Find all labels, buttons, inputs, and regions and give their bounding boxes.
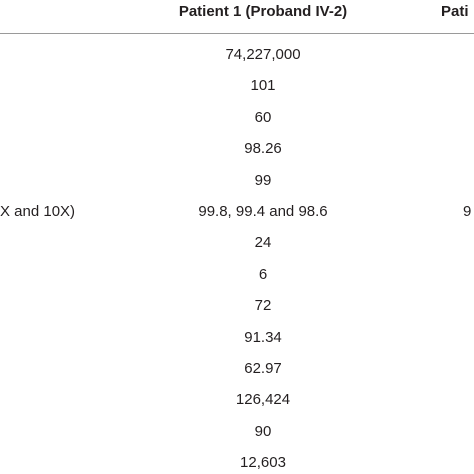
table-cell: 91.34 <box>244 328 282 346</box>
table-cell: 126,424 <box>235 391 291 409</box>
table-cell: 60 <box>254 108 272 126</box>
table-cell: 101 <box>250 77 276 95</box>
table-cell: 12,603 <box>240 454 286 472</box>
table-cell: 99.8, 99.4 and 98.6 <box>198 203 328 220</box>
column-header: Pati <box>441 3 469 20</box>
table-cell: 9 <box>463 203 472 220</box>
row-label: X and 10X) <box>0 203 76 220</box>
table-cell: 99 <box>254 171 272 189</box>
table-cell: 90 <box>254 422 272 440</box>
table-cell: 98.26 <box>244 140 282 158</box>
table-cell: 74,227,000 <box>225 46 301 63</box>
table-cell: 62.97 <box>244 360 282 377</box>
table-cell: 24 <box>254 234 272 252</box>
column-header: Patient 1 (Proband IV-2) <box>178 3 348 20</box>
table-cell: 72 <box>254 297 272 315</box>
header-rule <box>0 33 474 34</box>
table-cell: 6 <box>258 265 268 283</box>
